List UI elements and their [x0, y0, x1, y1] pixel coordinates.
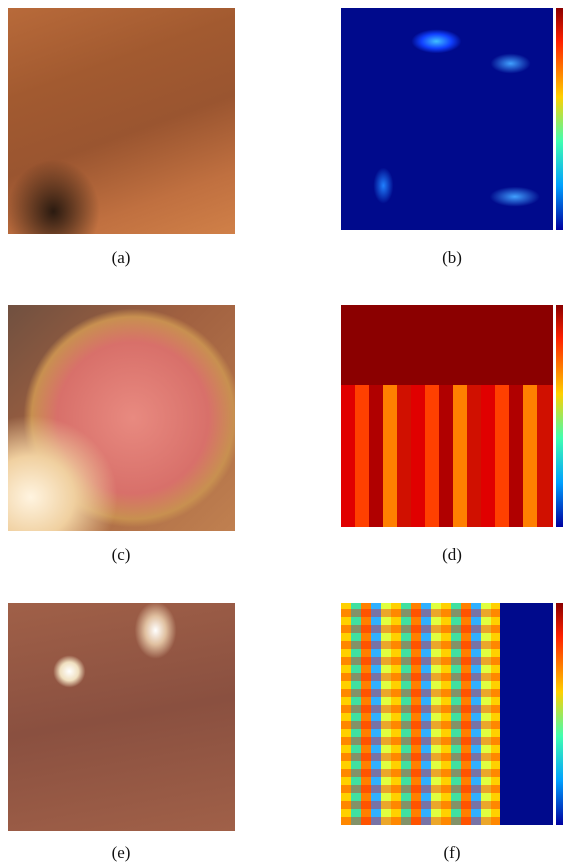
- caption: (a): [81, 248, 161, 268]
- colorbar: [556, 603, 563, 825]
- caption: (b): [412, 248, 492, 268]
- figure: (a) (b) (c) (d) (e) (f): [0, 0, 563, 867]
- photo-e: [8, 603, 235, 831]
- caption: (c): [81, 545, 161, 565]
- colorbar: [556, 8, 563, 230]
- heatmap-b: [341, 8, 553, 230]
- heatmap-d: [341, 305, 553, 527]
- caption: (d): [412, 545, 492, 565]
- photo-c: [8, 305, 235, 531]
- heatmap-f: [341, 603, 553, 825]
- caption: (e): [81, 843, 161, 863]
- photo-a: [8, 8, 235, 234]
- caption: (f): [412, 843, 492, 863]
- colorbar: [556, 305, 563, 527]
